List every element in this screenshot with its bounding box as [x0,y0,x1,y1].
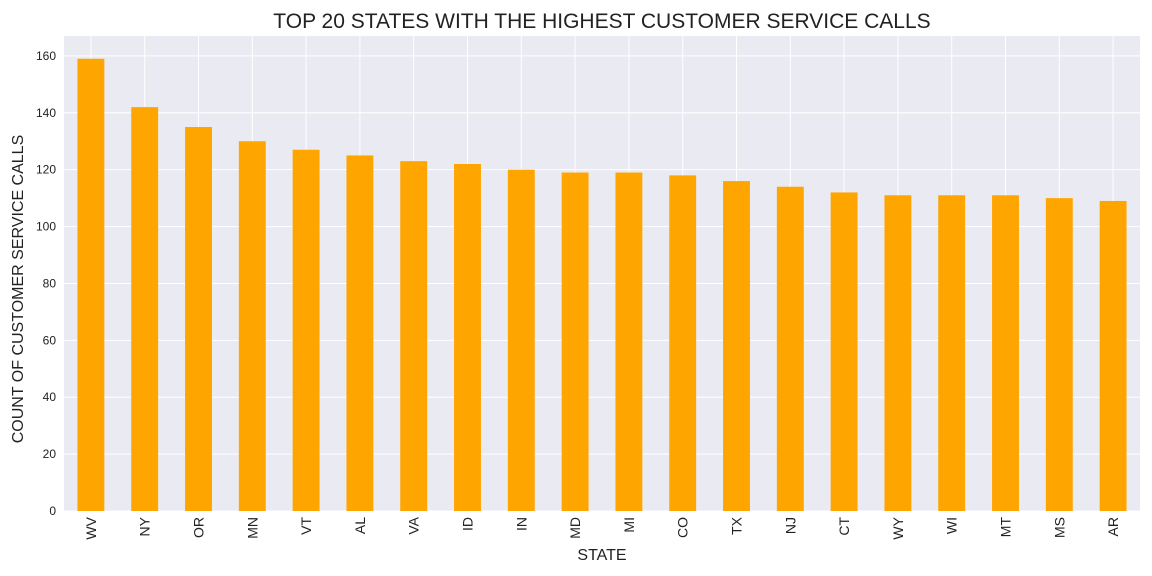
bar-nj [776,186,804,511]
x-tick-label: TX [729,516,745,535]
bar-co [669,175,697,511]
x-tick-label: VT [298,517,314,535]
bar-tx [723,181,750,511]
bar-or [185,127,212,511]
bar-wi [938,195,966,511]
x-axis-label: STATE [577,547,626,564]
bar-al [346,155,374,512]
x-tick-label: MT [998,517,1014,538]
x-tick-label: WY [890,516,906,539]
y-tick-label: 100 [36,220,56,234]
y-tick-label: 80 [43,276,57,290]
x-tick-label: MN [244,517,260,539]
y-tick-label: 60 [43,333,57,347]
bar-ny [131,107,159,511]
bar-wy [884,195,912,511]
bar-va [400,161,428,511]
x-tick-label: IN [513,517,529,531]
y-axis-label: COUNT OF CUSTOMER SERVICE CALLS [10,135,27,444]
y-axis-ticks: 0 20 40 60 80 100 120 140 160 [36,49,56,518]
bar-in [507,169,535,512]
x-tick-label: NJ [782,517,798,534]
x-tick-label: CT [836,517,852,536]
bar-mi [615,172,643,511]
bar-md [561,172,589,511]
bar-ms [1045,198,1073,512]
x-tick-label: AR [1105,517,1121,536]
x-axis-ticks: WV NY OR MN VT AL VA ID IN MD MI CO TX NJ CT WY WI MT MS AR [83,516,1121,539]
x-tick-label: CO [675,517,691,538]
x-tick-label: WI [944,517,960,534]
x-tick-label: VA [406,516,422,534]
bar-wv [77,58,105,512]
y-tick-label: 0 [49,504,56,518]
x-tick-label: OR [191,517,207,538]
bar-id [454,163,481,511]
y-tick-label: 160 [36,49,56,63]
x-tick-label: WV [83,516,99,539]
bar-mn [238,141,266,512]
x-tick-label: AL [352,517,368,534]
x-tick-label: MS [1051,517,1067,538]
bar-mt [992,195,1019,511]
y-tick-label: 140 [36,106,56,120]
bars [77,58,1127,512]
x-tick-label: ID [460,517,476,531]
y-tick-label: 120 [36,163,56,177]
x-tick-label: NY [137,516,153,536]
bar-ar [1099,200,1127,511]
bar-vt [292,149,320,511]
bar-ct [830,192,858,511]
chart-title: TOP 20 STATES WITH THE HIGHEST CUSTOMER … [273,10,930,33]
x-tick-label: MI [621,517,637,533]
y-tick-label: 20 [43,447,57,461]
x-tick-label: MD [567,517,583,539]
y-tick-label: 40 [43,390,57,404]
plot-area [64,36,1140,511]
